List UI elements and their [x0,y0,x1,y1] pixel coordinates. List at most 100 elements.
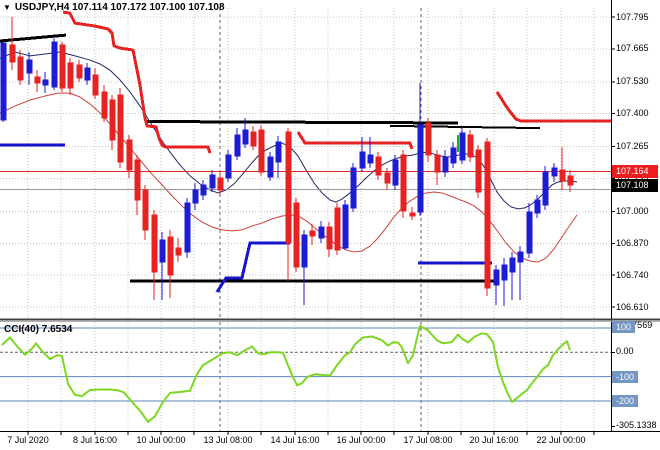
candle [309,230,316,237]
candle [134,159,141,201]
last-price-badge: 107.108 [612,179,658,192]
candle [117,94,124,163]
time-tick-label: 7 Jul 2020 [7,435,49,445]
candle [417,124,424,213]
candle [409,212,416,217]
candle [159,239,166,263]
time-tick-label: 8 Jul 16:00 [72,435,118,445]
price-line-layer [0,170,611,191]
symbol-dropdown-icon[interactable]: ▼ [3,3,11,12]
candle [142,189,149,231]
candle [126,139,133,171]
candle [326,226,333,250]
candle [334,207,341,251]
candle [425,122,432,156]
candle [375,156,382,176]
candle [184,202,191,253]
candle [459,132,466,161]
candle [467,134,474,158]
price-tick-label: 107.135 [616,173,649,183]
candle [17,56,24,81]
candle [301,234,308,268]
candle [225,154,232,179]
candles-layer [0,17,574,307]
candle [200,184,207,196]
bid-price-badge: 107.164 [612,165,658,178]
candle [475,149,482,193]
candle [109,99,116,141]
candle [359,151,366,169]
candle [167,236,174,276]
price-tick-label: 107.400 [616,108,649,119]
candle [42,79,49,86]
candle [34,76,41,84]
candle [517,251,524,263]
time-tick-label: 16 Jul 00:00 [336,435,386,445]
candle [275,141,282,163]
price-tick-label: 106.870 [616,237,649,248]
candle [501,264,508,281]
candle [384,172,391,184]
candle [101,91,108,119]
candle [250,131,257,147]
candle [59,44,66,89]
candle [92,74,99,96]
candle [217,177,224,191]
price-tick-label: 107.265 [616,141,649,152]
candle [484,141,491,289]
price-tick-label: 106.740 [616,269,649,280]
candle [450,147,457,164]
step-line-layer [0,10,611,293]
time-tick-label: 10 Jul 00:00 [136,435,186,445]
candle [342,204,349,249]
candle [9,44,16,63]
grid-layer [0,8,611,431]
indicator-label: CCI(40) 7.6534 [4,324,73,335]
candle [267,156,274,178]
candle [84,67,91,81]
price-tick-label: 107.665 [616,43,649,54]
candle [175,247,182,256]
candle [442,156,449,173]
candle [400,154,407,212]
candle [551,167,558,177]
candle [192,189,199,204]
candle [242,129,249,145]
candle [209,174,216,189]
price-tick-label: 107.000 [616,206,649,217]
candle [509,257,516,273]
candle [293,202,300,268]
time-tick-label: 14 Jul 16:00 [270,435,320,445]
border-layer [0,0,660,435]
price-tick-label: 107.795 [616,11,649,22]
candle [76,64,83,79]
price-tick-label: 107.530 [616,76,649,87]
candle [434,154,441,173]
candle [234,134,241,157]
candle [493,269,500,286]
cci-level-badge-minus200: -200 [612,395,639,407]
chart-title: ▼ USDJPY,H4 107.114 107.172 107.100 107.1… [3,2,225,13]
price-tick-label: 106.610 [616,301,649,312]
cci-level-badge-minus100: -100 [612,371,639,383]
candle [350,167,357,209]
cci-scale-min: -305.1338 [616,420,657,430]
cci-layer [0,325,611,423]
time-tick-label: 17 Jul 08:00 [403,435,453,445]
candle [567,175,574,186]
candle [51,41,58,88]
time-tick-label: 13 Jul 08:00 [203,435,253,445]
candle [285,131,292,244]
time-tick-label: 22 Jul 00:00 [536,435,586,445]
candle [26,59,33,74]
candle [559,169,566,182]
candle [318,226,325,239]
candle [67,62,74,89]
time-tick-label: 20 Jul 16:00 [469,435,519,445]
cci-zero-label: 0.00 [616,346,634,356]
candle [392,159,399,186]
chart-title-text: USDJPY,H4 107.114 107.172 107.100 107.10… [14,2,225,13]
candle [151,214,158,273]
